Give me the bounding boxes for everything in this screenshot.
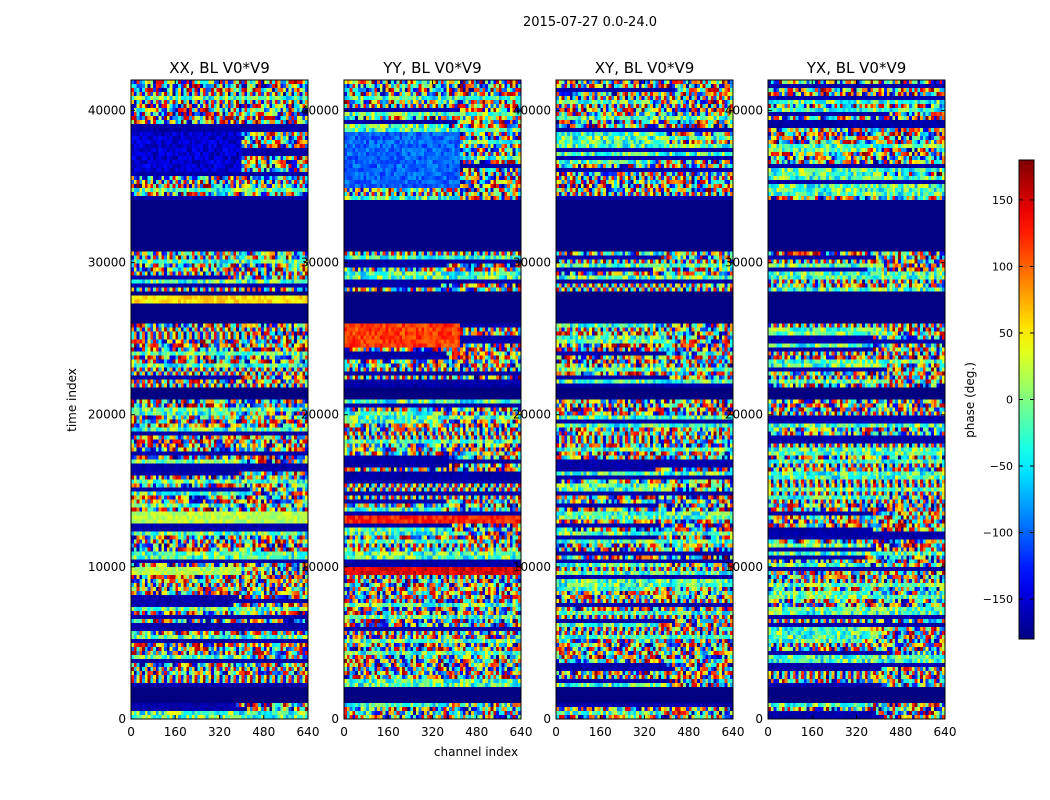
panel-title: XX, BL V0*V9 <box>169 59 270 77</box>
colorbar: −150 −100 −50 0 50 100 150 <box>983 159 1035 640</box>
y-tick-label: 10000 <box>725 560 763 574</box>
y-tick-label: 40000 <box>725 103 763 117</box>
y-tick-label: 30000 <box>513 256 551 270</box>
x-tick-label: 640 <box>510 725 533 739</box>
x-tick-label: 160 <box>801 725 824 739</box>
x-tick-label: 320 <box>208 725 231 739</box>
x-tick-label: 320 <box>845 725 868 739</box>
y-tick-label: 0 <box>118 712 126 726</box>
x-tick-label: 480 <box>677 725 700 739</box>
y-tick-label: 10000 <box>301 560 339 574</box>
x-tick-label: 320 <box>633 725 656 739</box>
colorbar-label: phase (deg.) <box>963 362 977 438</box>
y-axis-label: time index <box>65 368 79 432</box>
x-axis-label: channel index <box>434 745 518 759</box>
x-tick-label: 480 <box>889 725 912 739</box>
colorbar-gradient <box>1019 160 1034 639</box>
y-tick-label: 40000 <box>513 103 551 117</box>
y-tick-label: 10000 <box>513 560 551 574</box>
x-tick-label: 640 <box>722 725 745 739</box>
panel-yy: YY, BL V0*V9 0 160 320 480 640 0 10000 20000 3000… <box>301 59 533 739</box>
panel-xy: XY, BL V0*V9 0 160 320 480 640 0 10000 20000 3000… <box>513 59 745 739</box>
heatmap-image-yy <box>344 80 521 719</box>
x-tick-label: 160 <box>589 725 612 739</box>
y-tick-label: 20000 <box>725 408 763 422</box>
y-tick-label: 30000 <box>725 256 763 270</box>
x-tick-label: 480 <box>465 725 488 739</box>
y-tick-label: 40000 <box>88 103 126 117</box>
colorbar-tick-label: −50 <box>990 460 1013 473</box>
panel-title: YX, BL V0*V9 <box>806 59 907 77</box>
colorbar-tick-label: 100 <box>992 260 1013 273</box>
y-tick-label: 0 <box>331 712 339 726</box>
panel-title: YY, BL V0*V9 <box>382 59 481 77</box>
x-tick-label: 640 <box>297 725 320 739</box>
colorbar-tick-label: 50 <box>999 327 1013 340</box>
x-tick-label: 480 <box>252 725 275 739</box>
x-tick-label: 160 <box>164 725 187 739</box>
figure-title: 2015-07-27 0.0-24.0 <box>523 15 657 30</box>
y-tick-label: 0 <box>755 712 763 726</box>
x-tick-label: 0 <box>552 725 560 739</box>
heatmap-panels: XX, BL V0*V9 0 160 320 480 640 0 10000 20000 3000… <box>88 59 957 739</box>
colorbar-tick-label: −150 <box>983 593 1013 606</box>
colorbar-tick-label: −100 <box>983 527 1013 540</box>
y-tick-label: 20000 <box>301 408 339 422</box>
x-tick-label: 320 <box>421 725 444 739</box>
panel-yx: YX, BL V0*V9 0 160 320 480 640 0 10000 20000 3000… <box>725 59 957 739</box>
heatmap-image-xy <box>556 80 733 719</box>
panel-xx: XX, BL V0*V9 0 160 320 480 640 0 10000 20000 3000… <box>88 59 320 739</box>
x-tick-label: 0 <box>127 725 135 739</box>
heatmap-image-xx <box>131 80 308 719</box>
x-tick-label: 160 <box>377 725 400 739</box>
heatmap-image-yx <box>768 80 945 719</box>
x-tick-label: 640 <box>934 725 957 739</box>
y-tick-label: 20000 <box>88 408 126 422</box>
x-tick-label: 0 <box>764 725 772 739</box>
colorbar-tick-label: 0 <box>1006 394 1013 407</box>
y-tick-label: 30000 <box>88 256 126 270</box>
y-tick-label: 10000 <box>88 560 126 574</box>
panel-title: XY, BL V0*V9 <box>595 59 695 77</box>
colorbar-tick-label: 150 <box>992 194 1013 207</box>
y-tick-label: 40000 <box>301 103 339 117</box>
x-tick-label: 0 <box>340 725 348 739</box>
y-tick-label: 0 <box>543 712 551 726</box>
y-tick-label: 20000 <box>513 408 551 422</box>
y-tick-label: 30000 <box>301 256 339 270</box>
